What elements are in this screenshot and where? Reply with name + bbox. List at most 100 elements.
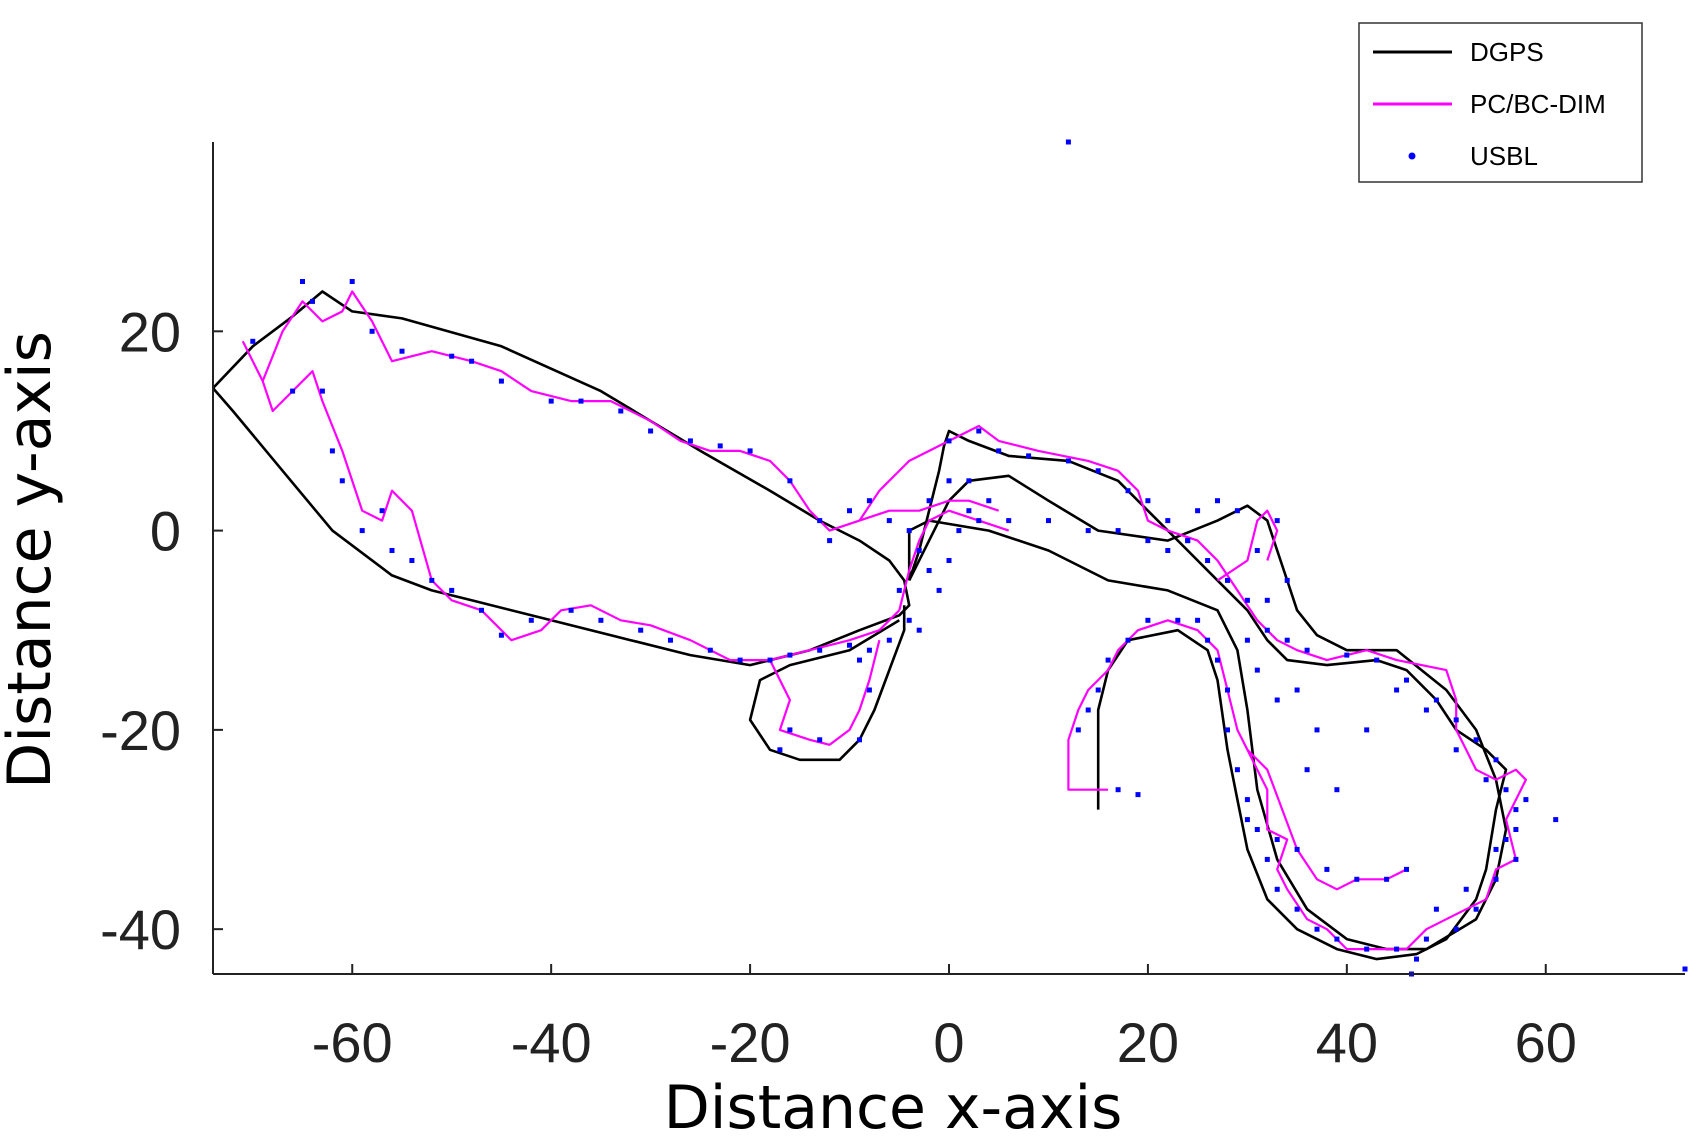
series-point-usbl xyxy=(1493,846,1499,852)
series-point-usbl xyxy=(1274,518,1280,524)
series-point-usbl xyxy=(1513,827,1519,832)
series-point-usbl xyxy=(1423,707,1429,713)
series-point-usbl xyxy=(1205,637,1211,643)
series-point-usbl xyxy=(966,478,972,484)
series-point-usbl xyxy=(1364,946,1370,952)
series-point-usbl xyxy=(906,617,912,623)
y-axis-title: Distance y-axis xyxy=(0,331,65,789)
series-point-usbl xyxy=(976,428,982,434)
series-point-usbl xyxy=(1493,757,1499,763)
legend-label-usbl: USBL xyxy=(1470,141,1538,171)
series-line-pc-bc-dim xyxy=(1246,749,1407,891)
series-point-usbl xyxy=(1523,797,1529,803)
series-point-usbl xyxy=(1384,876,1390,882)
legend: DGPS PC/BC-DIM USBL xyxy=(1358,22,1643,183)
series-point-usbl xyxy=(1145,498,1151,504)
series-point-usbl xyxy=(886,518,892,524)
series-point-usbl xyxy=(1324,866,1330,872)
series-point-usbl xyxy=(1394,687,1400,693)
series-point-usbl xyxy=(329,448,335,454)
series-point-usbl xyxy=(1433,906,1439,912)
series-point-usbl xyxy=(817,647,823,653)
x-axis-title: Distance x-axis xyxy=(664,1073,1123,1143)
series-point-usbl xyxy=(687,438,693,444)
series-point-usbl xyxy=(1344,652,1350,658)
series-point-usbl xyxy=(1105,657,1111,663)
series-point-usbl xyxy=(1553,817,1559,823)
series-point-usbl xyxy=(1314,727,1320,733)
series-point-usbl xyxy=(976,518,982,524)
series-point-usbl xyxy=(1215,498,1220,504)
series-point-usbl xyxy=(847,642,852,648)
series-point-usbl xyxy=(1165,548,1171,553)
x-tick-label: -40 xyxy=(511,1011,592,1074)
series-point-usbl xyxy=(1433,697,1439,703)
series-point-usbl xyxy=(946,558,952,563)
series-point-usbl xyxy=(866,687,872,693)
series-point-usbl xyxy=(827,538,833,544)
series-point-usbl xyxy=(1394,946,1400,952)
x-tick-label: 40 xyxy=(1316,1011,1378,1074)
series-point-usbl xyxy=(857,657,862,663)
series-point-usbl xyxy=(1264,627,1270,633)
x-tick-label: 0 xyxy=(933,1011,964,1074)
series-point-usbl xyxy=(1085,528,1091,534)
series-point-usbl xyxy=(290,388,296,394)
series-point-usbl xyxy=(1334,787,1340,793)
series-point-usbl xyxy=(449,587,455,593)
series-point-usbl xyxy=(767,657,773,663)
series-point-usbl xyxy=(449,353,455,359)
series-point-usbl xyxy=(528,617,534,623)
series-point-usbl xyxy=(1115,787,1121,793)
series-line-pc-bc-dim xyxy=(1216,509,1279,582)
legend-label-dgps: DGPS xyxy=(1470,37,1544,67)
series-line-pc-bc-dim xyxy=(261,290,1000,532)
series-point-usbl xyxy=(1244,817,1250,823)
series-point-usbl xyxy=(389,548,395,553)
series-point-usbl xyxy=(1135,792,1141,798)
plot-area xyxy=(212,139,1688,977)
series-point-usbl xyxy=(1065,458,1071,464)
series-point-usbl xyxy=(1284,637,1290,643)
series-point-usbl xyxy=(1244,797,1250,803)
series-point-usbl xyxy=(578,398,584,404)
series-point-usbl xyxy=(1095,468,1101,474)
series-point-usbl xyxy=(936,587,942,593)
series-point-usbl xyxy=(906,528,912,534)
series-point-usbl xyxy=(648,428,654,434)
series-point-usbl xyxy=(359,528,365,534)
series-point-usbl xyxy=(1225,727,1230,733)
x-tick-label: 60 xyxy=(1515,1011,1577,1074)
series-point-usbl xyxy=(787,652,793,658)
series-point-usbl xyxy=(1354,876,1360,882)
series-line-dgps xyxy=(907,429,1508,961)
legend-swatch-usbl xyxy=(1408,152,1416,160)
series-point-usbl xyxy=(896,587,902,593)
series-point-usbl xyxy=(1254,667,1260,673)
y-tick-label: 0 xyxy=(150,500,181,563)
series-point-usbl xyxy=(1225,577,1230,583)
series-point-usbl xyxy=(1453,717,1459,723)
series-point-usbl xyxy=(568,607,574,613)
series-point-usbl xyxy=(866,647,872,653)
legend-label-pcbc-dim: PC/BC-DIM xyxy=(1470,89,1606,119)
tick-marks: -60 -40 -20 0 20 40 60 20 0 -20 -40 xyxy=(100,300,1577,1074)
series-point-usbl xyxy=(956,528,962,534)
series-point-usbl xyxy=(787,478,793,484)
series-point-usbl xyxy=(1145,617,1151,623)
y-tick-label: 20 xyxy=(119,300,181,363)
series-point-usbl xyxy=(1075,727,1081,733)
series-point-usbl xyxy=(996,448,1002,454)
series-point-usbl xyxy=(966,508,972,514)
series-point-usbl xyxy=(1195,508,1201,514)
series-point-usbl xyxy=(926,568,932,573)
series-point-usbl xyxy=(1294,687,1300,693)
series-point-usbl xyxy=(349,279,355,284)
series-line-pc-bc-dim xyxy=(769,639,881,746)
x-tick-label: 20 xyxy=(1117,1011,1179,1074)
series-point-usbl xyxy=(946,438,952,444)
series-point-usbl xyxy=(946,478,952,484)
series-point-usbl xyxy=(498,378,504,384)
series-point-usbl xyxy=(638,627,644,633)
series-point-usbl xyxy=(409,558,415,563)
